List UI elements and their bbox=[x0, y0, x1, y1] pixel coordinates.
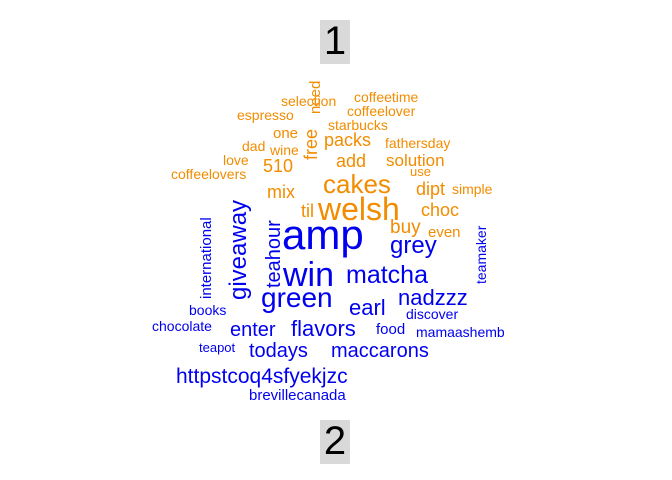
word-starbucks: starbucks bbox=[328, 117, 388, 133]
word-discover: discover bbox=[406, 306, 459, 322]
word-welsh: welsh bbox=[318, 191, 400, 227]
word-love: love bbox=[223, 152, 249, 168]
word-packs: packs bbox=[324, 130, 372, 150]
word-dipt: dipt bbox=[416, 179, 446, 199]
word-maccarons: maccarons bbox=[331, 340, 429, 362]
word-selection: selection bbox=[281, 93, 337, 109]
word-todays: todays bbox=[249, 340, 308, 362]
word-fathersday: fathersday bbox=[385, 135, 451, 151]
word-til: til bbox=[301, 201, 314, 221]
word-earl: earl bbox=[349, 295, 386, 320]
word-choc: choc bbox=[421, 200, 460, 220]
word-simple: simple bbox=[452, 181, 493, 197]
word-wine: wine bbox=[270, 142, 299, 158]
word-amp: amp bbox=[282, 211, 364, 258]
word-solution: solution bbox=[386, 151, 445, 170]
word-mamaashemb: mamaashemb bbox=[416, 324, 505, 340]
word-matcha: matcha bbox=[346, 261, 428, 289]
word-use: use bbox=[410, 164, 431, 179]
word-books: books bbox=[189, 302, 227, 318]
word-add: add bbox=[336, 151, 367, 171]
word-green: green bbox=[261, 282, 333, 313]
word-food: food bbox=[376, 321, 406, 338]
word-coffeelover: coffeelover bbox=[347, 103, 416, 119]
word-buy: buy bbox=[390, 217, 421, 238]
word-giveaway: giveaway bbox=[225, 199, 252, 300]
word-international: international bbox=[198, 217, 215, 299]
word-enter: enter bbox=[230, 319, 276, 341]
word-teapot: teapot bbox=[199, 340, 236, 355]
word-one: one bbox=[273, 125, 299, 142]
word-coffeetime: coffeetime bbox=[354, 89, 419, 105]
group-label-2: 2 bbox=[320, 420, 350, 464]
word-cakes: cakes bbox=[323, 169, 391, 199]
word-510: 510 bbox=[263, 156, 294, 176]
group-label-1: 1 bbox=[320, 20, 350, 64]
word-nadzzz: nadzzz bbox=[398, 285, 468, 310]
word-win: win bbox=[283, 256, 335, 294]
word-brevillecanada: brevillecanada bbox=[249, 387, 346, 404]
word-even: even bbox=[428, 224, 461, 241]
word-chocolate: chocolate bbox=[152, 318, 212, 334]
word-httpstcoq4sfyekjzc: httpstcoq4sfyekjzc bbox=[176, 365, 348, 388]
word-free: free bbox=[301, 128, 321, 160]
word-flavors: flavors bbox=[291, 316, 356, 341]
word-grey: grey bbox=[390, 232, 437, 259]
word-dad: dad bbox=[242, 138, 266, 154]
word-coffeelovers: coffeelovers bbox=[171, 166, 247, 182]
word-teamaker: teamaker bbox=[473, 225, 489, 284]
word-mix: mix bbox=[267, 182, 295, 202]
word-teahour: teahour bbox=[263, 220, 285, 288]
word-espresso: espresso bbox=[237, 107, 294, 123]
